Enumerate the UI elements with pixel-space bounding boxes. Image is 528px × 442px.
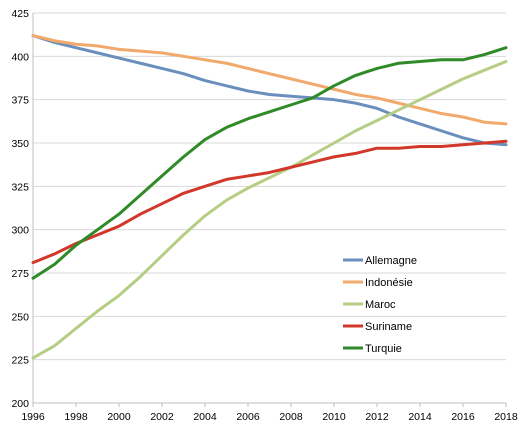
y-tick-label: 275 — [11, 268, 29, 280]
x-tick-labels: 1996 1998 2000 2002 2004 2006 2008 2010 2012 2014… — [21, 411, 518, 423]
series-lines — [31, 34, 508, 360]
x-tick-label: 2002 — [150, 411, 174, 423]
x-tick-label: 2018 — [494, 411, 518, 423]
legend-item: Maroc — [343, 299, 396, 311]
y-tick-label: 350 — [11, 138, 29, 150]
y-tick-label: 300 — [11, 225, 29, 237]
legend-item: Allemagne — [343, 255, 417, 267]
x-tick-label: 2014 — [408, 411, 432, 423]
legend-label: Indonésie — [365, 277, 413, 289]
legend-label: Turquie — [365, 343, 402, 355]
x-tick-label: 2008 — [279, 411, 303, 423]
x-tick-label: 2010 — [322, 411, 346, 423]
y-tick-label: 425 — [11, 8, 29, 20]
x-tick-label: 2012 — [365, 411, 389, 423]
legend-label: Allemagne — [365, 255, 417, 267]
y-tick-label: 200 — [11, 398, 29, 410]
legend-item: Turquie — [343, 343, 402, 355]
series-line-suriname — [31, 139, 508, 265]
y-tick-labels: 200 225 250 275 300 325 350 375 400 425 — [11, 8, 29, 410]
y-tick-label: 400 — [11, 51, 29, 63]
legend-item: Suriname — [343, 321, 412, 333]
y-tick-label: 250 — [11, 311, 29, 323]
x-tick-label: 2006 — [236, 411, 260, 423]
series-line-indonésie — [31, 34, 508, 126]
y-tick-label: 325 — [11, 181, 29, 193]
y-tick-label: 225 — [11, 355, 29, 367]
x-tick-label: 2004 — [193, 411, 217, 423]
series-line-turquie — [31, 46, 508, 280]
legend-label: Suriname — [365, 321, 412, 333]
series-line-maroc — [31, 60, 508, 360]
x-tick-label: 2016 — [451, 411, 475, 423]
axes — [32, 13, 507, 407]
y-tick-label: 375 — [11, 95, 29, 107]
legend-label: Maroc — [365, 299, 396, 311]
legend: Allemagne Indonésie Maroc Suriname Turquie — [343, 255, 417, 355]
x-tick-label: 1998 — [64, 411, 88, 423]
x-tick-label: 1996 — [21, 411, 45, 423]
x-tick-label: 2000 — [107, 411, 131, 423]
legend-item: Indonésie — [343, 277, 413, 289]
series-line-allemagne — [31, 34, 508, 147]
